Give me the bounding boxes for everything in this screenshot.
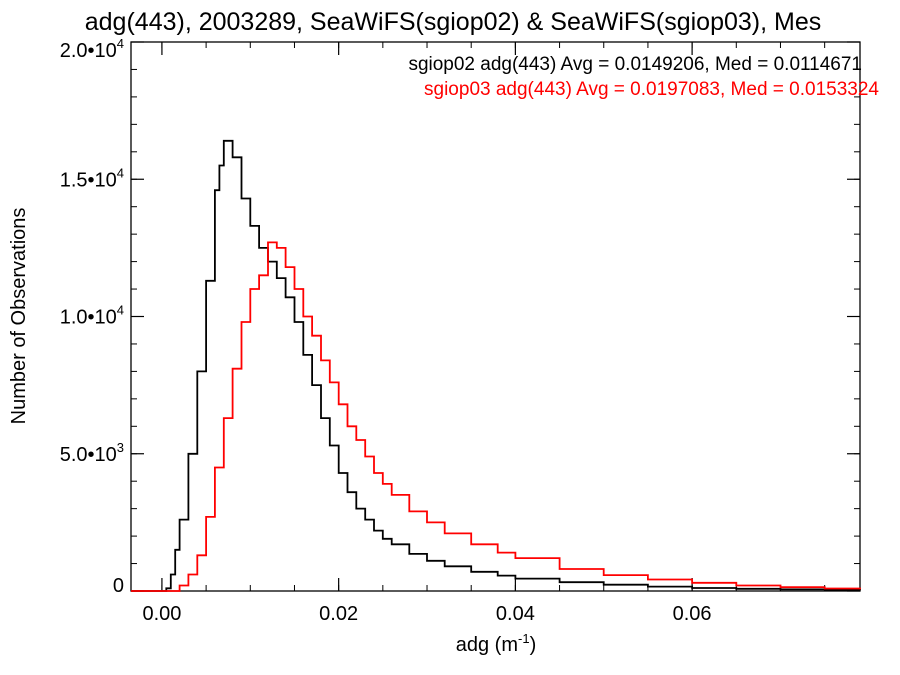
x-axis-label-superscript: -1: [518, 631, 530, 646]
chart-title: adg(443), 2003289, SeaWiFS(sgiop02) & Se…: [85, 8, 821, 36]
series-line-2: [131, 241, 861, 592]
x-tick-label: 0.02: [319, 603, 358, 625]
x-tick-label: 0.04: [496, 603, 535, 625]
plot-frame: [130, 41, 861, 592]
y-tick-label: 2.0•104: [60, 36, 124, 62]
y-tick-label: 0: [113, 575, 124, 597]
y-tick-label: 1.5•104: [60, 165, 124, 191]
y-axis-tick-labels: 0 5.0•103 1.0•104 1.5•104 2.0•104: [60, 36, 124, 597]
y-axis-ticks: [131, 41, 860, 592]
x-axis-label: adg (m-1): [456, 631, 536, 656]
series-layer: [131, 139, 861, 592]
x-axis-label-text: adg (m: [456, 634, 518, 656]
x-axis-ticks: [161, 42, 826, 591]
legend-series-1: sgiop02 adg(443) Avg = 0.0149206, Med = …: [408, 54, 862, 75]
y-axis-label: Number of Observations: [8, 208, 30, 425]
series-line-1: [131, 139, 861, 592]
y-tick-label: 1.0•104: [60, 303, 124, 329]
x-axis-tick-labels: 0.00 0.02 0.04 0.06: [142, 603, 711, 625]
x-axis-label-close: ): [530, 634, 537, 656]
legend-series-2: sgiop03 adg(443) Avg = 0.0197083, Med = …: [424, 79, 879, 100]
y-tick-label: 5.0•103: [60, 440, 124, 466]
x-tick-label: 0.00: [142, 603, 181, 625]
x-tick-label: 0.06: [673, 603, 712, 625]
